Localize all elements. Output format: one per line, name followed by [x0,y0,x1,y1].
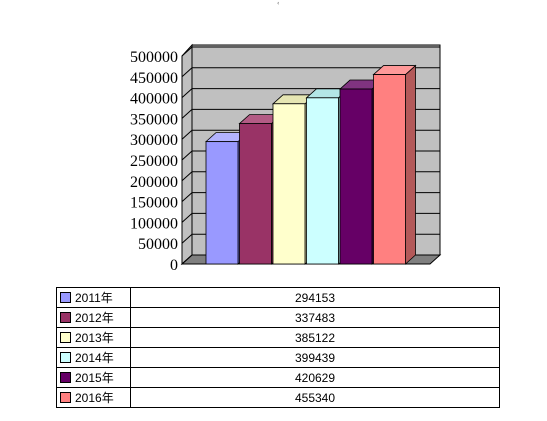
legend-cell: 2012年 [56,307,131,328]
bar-front [205,141,239,265]
legend-swatch [60,312,71,323]
bar-front [373,74,406,265]
y-tick-label: 250000 [130,153,178,170]
y-tick-label: 400000 [130,91,178,108]
gridline [181,67,440,78]
legend-swatch [60,372,71,383]
category-label: 2012年 [75,311,114,325]
value-cell: 420629 [130,367,500,388]
gridline [181,46,440,57]
y-tick-label: 150000 [130,195,178,212]
legend-swatch [60,292,71,303]
data-table: 2011年 294153 2012年 337483 2013年 385122 2014年 39… [56,287,500,408]
table-row: 2011年 294153 [56,287,500,308]
category-label: 2015年 [75,371,114,385]
y-tick-label: 350000 [130,111,178,128]
category-label: 2016年 [75,391,114,405]
category-label: 2013年 [75,331,114,345]
value-cell: 455340 [130,387,500,408]
value-cell: 399439 [130,347,500,368]
bar [372,64,417,265]
y-tick-label: 450000 [130,70,178,87]
bar-front [272,103,306,265]
legend-swatch [60,392,71,403]
legend-swatch [60,352,71,363]
stray-mark: ‹ [277,0,280,7]
table-row: 2012年 337483 [56,307,500,328]
bar-chart: 5000004500004000003500003000002500002000… [130,43,442,274]
legend-cell: 2011年 [56,287,131,308]
bars [204,64,417,265]
table-row: 2016年 455340 [56,387,500,408]
y-tick-label: 300000 [130,132,178,149]
value-cell: 385122 [130,327,500,348]
legend-cell: 2015年 [56,367,131,388]
y-axis-ticks: 5000004500004000003500003000002500002000… [130,49,178,274]
legend-cell: 2014年 [56,347,131,368]
bar-front [239,123,272,265]
table-row: 2013年 385122 [56,327,500,348]
table-row: 2015年 420629 [56,367,500,388]
legend-cell: 2016年 [56,387,131,408]
y-tick-label: 100000 [130,215,178,232]
value-cell: 294153 [130,287,500,308]
table-row: 2014年 399439 [56,347,500,368]
bar-side [405,64,416,265]
category-label: 2011年 [75,291,113,305]
bar-front [339,88,373,265]
y-tick-label: 0 [170,257,178,274]
category-label: 2014年 [75,351,114,365]
bar-front [306,97,339,265]
y-tick-label: 500000 [130,49,178,66]
y-tick-label: 50000 [138,236,178,253]
legend-swatch [60,332,71,343]
y-tick-label: 200000 [130,174,178,191]
value-cell: 337483 [130,307,500,328]
side-wall [181,43,193,266]
legend-cell: 2013年 [56,327,131,348]
